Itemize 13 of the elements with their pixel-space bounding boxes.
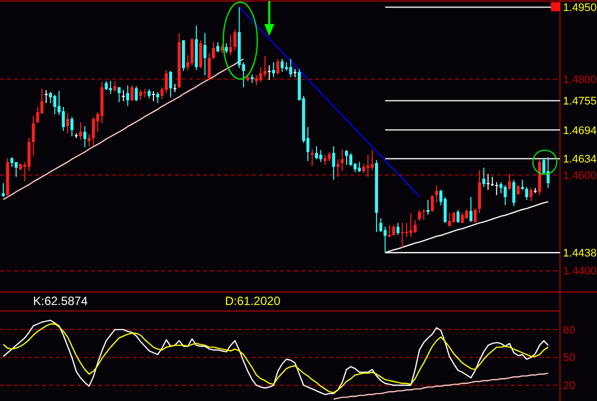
y-tick-label: 1.4800 [563, 74, 597, 86]
y-tick-label: 80 [563, 324, 576, 336]
series-label: K:62.5874 [33, 294, 88, 308]
ref-line-label: 1.4438 [563, 247, 597, 260]
ref-line-label: 1.4694 [563, 124, 597, 137]
y-tick-label: 1.4600 [563, 170, 597, 182]
text: D:61.2020 [225, 294, 281, 308]
y-tick-label: 50 [563, 352, 576, 364]
ref-line-label: 1.4755 [563, 96, 597, 108]
y-tick-label: 1.4400 [563, 266, 597, 278]
ref-line-label: 1.4634 [563, 154, 597, 166]
y-tick-label: 20 [563, 380, 576, 392]
ref-line-label: 1.4950 [563, 2, 597, 14]
